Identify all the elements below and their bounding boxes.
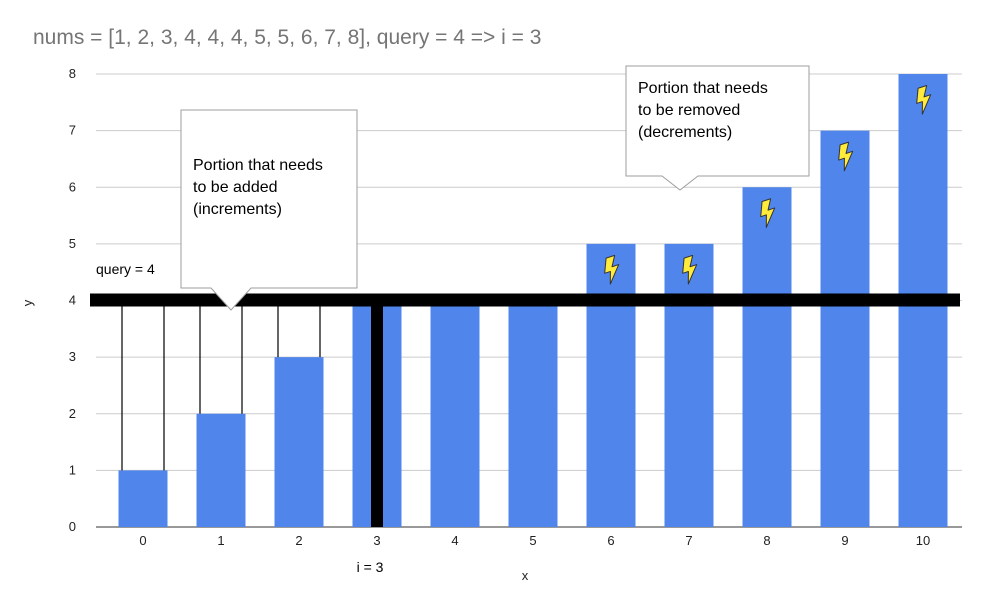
chart-title: nums = [1, 2, 3, 4, 4, 4, 5, 5, 6, 7, 8]… [33, 26, 541, 49]
y-tick-label: 3 [69, 349, 76, 364]
bar [508, 300, 558, 527]
callout-text: (increments) [193, 201, 282, 218]
callout-bubble [625, 65, 810, 191]
y-axis-label: y [20, 299, 35, 306]
lightning-icon [760, 198, 776, 228]
x-tick-label: 8 [763, 533, 770, 548]
bar [742, 187, 792, 527]
y-tick-label: 8 [69, 66, 76, 81]
bar [118, 470, 168, 527]
callout-removed: Portion that needs to be removed (decremen… [625, 65, 810, 191]
y-tick-label: 4 [69, 293, 76, 308]
index-label: i = 3 [357, 559, 384, 575]
index-line [371, 300, 383, 527]
callout-bubble [180, 109, 358, 311]
lightning-icon [916, 84, 932, 115]
x-tick-labels: 0 1 2 3 4 5 6 7 8 9 10 [139, 533, 930, 548]
y-tick-label: 1 [69, 462, 76, 477]
y-tick-label: 0 [69, 519, 76, 534]
bar [430, 300, 480, 527]
bars [118, 74, 948, 527]
bar [664, 243, 714, 527]
callout-added: Portion that needs to be added (increments… [180, 109, 358, 311]
lightning-icon [604, 254, 620, 285]
callout-text: to be added [193, 179, 278, 196]
bar [586, 243, 636, 527]
bar [274, 357, 324, 527]
y-tick-label: 2 [69, 406, 76, 421]
bar [820, 130, 870, 527]
callout-text: (decrements) [638, 124, 732, 141]
query-line [90, 293, 960, 307]
y-tick-label: 5 [69, 236, 76, 251]
x-tick-label: 6 [607, 533, 614, 548]
x-tick-label: 3 [373, 533, 380, 548]
y-tick-labels: 0 1 2 3 4 5 6 7 8 [69, 66, 76, 534]
query-label: query = 4 [96, 261, 155, 277]
x-tick-label: 1 [217, 533, 224, 548]
lightning-icon [682, 254, 698, 285]
callouts: Portion that needs to be added (increments… [180, 65, 810, 311]
increment-lines [121, 300, 321, 471]
x-tick-label: 5 [529, 533, 536, 548]
markers [90, 293, 960, 527]
bar [196, 413, 246, 527]
lightning-icons [604, 84, 932, 285]
x-tick-label: 0 [139, 533, 146, 548]
callout-text: Portion that needs [638, 80, 768, 97]
y-tick-label: 6 [69, 179, 76, 194]
x-axis-label: x [522, 568, 529, 583]
lightning-icon [838, 141, 854, 172]
x-tick-label: 9 [841, 533, 848, 548]
y-tick-label: 7 [69, 123, 76, 138]
callout-text: Portion that needs [193, 157, 323, 174]
x-tick-label: 7 [685, 533, 692, 548]
x-tick-label: 4 [451, 533, 458, 548]
callout-text: to be removed [638, 102, 740, 119]
x-tick-label: 10 [916, 533, 930, 548]
x-tick-label: 2 [295, 533, 302, 548]
